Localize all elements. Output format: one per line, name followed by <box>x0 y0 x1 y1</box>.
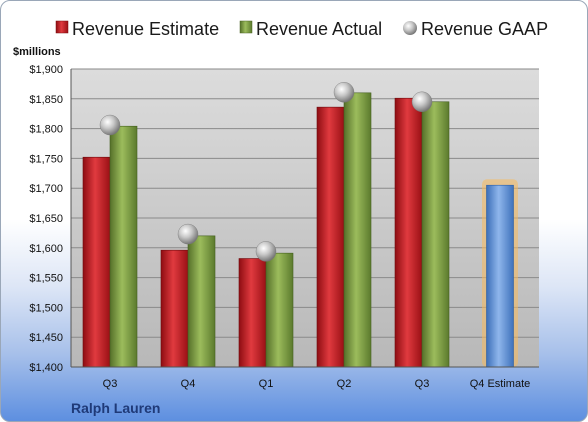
y-tick-label: $1,700 <box>29 183 63 195</box>
legend-item-revenue-actual[interactable]: Revenue Actual <box>239 19 382 39</box>
y-tick-label: $1,900 <box>29 64 63 76</box>
bar-forecast-estimate[interactable] <box>486 184 514 368</box>
bars <box>82 92 518 368</box>
bar-revenue-estimate[interactable] <box>316 106 345 368</box>
legend-item-revenue-gaap[interactable]: Revenue GAAP <box>403 19 548 39</box>
x-tick-label: Q4 <box>181 378 196 390</box>
marker-revenue-gaap[interactable] <box>333 82 355 103</box>
x-axis: Q3 Q4 Q1 Q2 Q3 Q4 Estimate <box>71 366 539 390</box>
bar-revenue-actual[interactable] <box>109 125 138 368</box>
bar-revenue-estimate[interactable] <box>160 249 189 368</box>
legend-label-revenue-gaap: Revenue GAAP <box>421 19 548 39</box>
legend-label-revenue-actual: Revenue Actual <box>256 19 382 39</box>
company-name: Ralph Lauren <box>71 400 160 416</box>
bar-revenue-actual[interactable] <box>343 92 372 368</box>
y-tick-label: $1,550 <box>29 273 63 285</box>
bar-revenue-actual[interactable] <box>421 101 450 368</box>
legend-label-revenue-estimate: Revenue Estimate <box>72 19 219 39</box>
y-tick-label: $1,650 <box>29 213 63 225</box>
legend-item-revenue-estimate[interactable]: Revenue Estimate <box>55 19 219 39</box>
bar-revenue-estimate[interactable] <box>238 258 267 368</box>
y-tick-label: $1,500 <box>29 302 63 314</box>
x-tick-label: Q2 <box>337 378 352 390</box>
x-tick-label: Q1 <box>259 378 274 390</box>
gridlines <box>71 68 539 368</box>
x-tick-label: Q4 Estimate <box>470 378 531 390</box>
y-tick-label: $1,400 <box>29 362 63 374</box>
y-tick-label: $1,750 <box>29 153 63 165</box>
legend: Revenue Estimate Revenue Actual Revenue … <box>55 19 548 39</box>
bar-revenue-estimate[interactable] <box>394 97 423 368</box>
y-axis: $1,400 $1,450 $1,500 $1,550 $1,600 $1,650 $1,7… <box>29 64 72 374</box>
x-tick-label: Q3 <box>415 378 430 390</box>
unit-label: $millions <box>13 46 61 58</box>
y-tick-label: $1,600 <box>29 243 63 255</box>
marker-revenue-gaap[interactable] <box>99 114 121 136</box>
bar-revenue-estimate[interactable] <box>82 156 111 368</box>
bar-revenue-actual[interactable] <box>187 235 216 368</box>
marker-revenue-gaap[interactable] <box>255 241 277 262</box>
y-tick-label: $1,800 <box>29 124 63 136</box>
x-tick-label: Q3 <box>103 378 118 390</box>
y-tick-label: $1,850 <box>29 94 63 106</box>
bar-revenue-actual[interactable] <box>265 252 294 368</box>
marker-revenue-gaap[interactable] <box>411 91 433 112</box>
y-tick-label: $1,450 <box>29 332 63 344</box>
gaap-markers <box>99 82 433 262</box>
marker-revenue-gaap[interactable] <box>177 223 199 245</box>
